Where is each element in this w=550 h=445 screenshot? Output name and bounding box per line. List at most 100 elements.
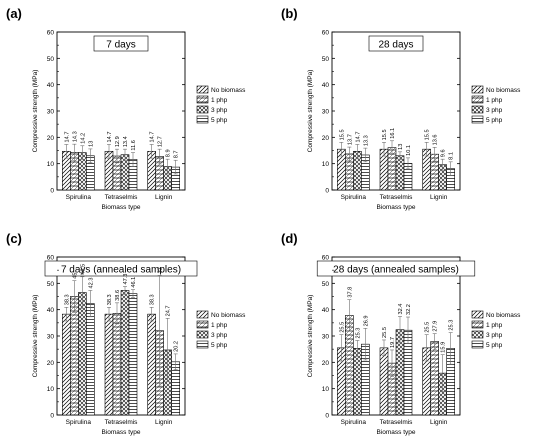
bar: [112, 313, 122, 416]
y-tick-label: 30: [47, 334, 55, 341]
data-label: 10.1: [406, 145, 412, 156]
data-label: 20.2: [174, 341, 180, 352]
legend-entry: 1 php: [211, 322, 228, 329]
bar: [353, 348, 362, 416]
data-label: 25.3: [449, 320, 455, 331]
chart-title: 28 days: [378, 40, 413, 51]
x-tick-label: Tetraselmis: [105, 194, 139, 201]
data-label: 15.9: [441, 342, 447, 353]
y-tick-label: 50: [322, 281, 330, 288]
data-label: 13.7: [347, 134, 353, 145]
chart-title: 7 days (annealed samples): [61, 265, 181, 276]
y-tick-label: 60: [322, 30, 330, 37]
x-tick-label: Lignin: [430, 419, 448, 426]
x-axis-label: Biomass type: [376, 429, 415, 436]
y-tick-label: 30: [322, 334, 330, 341]
chart-panel-1: (b) 28 days 0 10 20 30 40 50 60 Compressive stren…: [281, 6, 521, 211]
data-label: 14.2: [80, 133, 86, 144]
x-axis-label: Biomass type: [101, 204, 140, 211]
data-label: 37.8: [347, 287, 353, 298]
y-tick-label: 60: [47, 255, 55, 262]
legend-entry: No biomass: [486, 312, 521, 319]
data-label: 32.2: [406, 304, 412, 315]
data-label: 25.5: [339, 322, 345, 333]
legend-entry: 3 php: [486, 332, 503, 339]
legend-entry: 5 php: [211, 117, 228, 124]
data-label: 24.7: [166, 305, 172, 316]
data-label: 14.7: [64, 132, 70, 143]
data-label: 13.4: [123, 136, 129, 147]
legend-entry: No biomass: [486, 87, 521, 94]
x-tick-label: Spirulina: [341, 194, 367, 201]
data-label: 16.1: [390, 128, 396, 139]
data-label: 38.6: [115, 290, 121, 301]
data-label: 12.7: [158, 136, 164, 147]
data-label: 13: [398, 144, 404, 150]
chart-panel-0: (a) 7 days 0 10 20 30 40 50 60 Compressive streng…: [6, 6, 246, 211]
y-tick-label: 0: [325, 413, 329, 420]
data-label: 15.5: [382, 129, 388, 140]
x-tick-label: Tetraselmis: [380, 419, 414, 426]
x-axis-label: Biomass type: [376, 204, 415, 211]
panel-label: (d): [281, 231, 298, 246]
y-tick-label: 30: [47, 109, 55, 116]
y-tick-label: 40: [47, 82, 55, 89]
y-tick-label: 10: [47, 386, 55, 393]
data-label: 38.3: [64, 294, 70, 305]
y-tick-label: 60: [322, 255, 330, 262]
x-tick-label: Spirulina: [66, 194, 92, 201]
data-label: 42.3: [88, 278, 94, 289]
bar: [395, 155, 405, 191]
data-label: 32: [158, 267, 164, 273]
data-label: 14.7: [355, 132, 361, 143]
title-box: [44, 260, 198, 277]
legend-swatch: [196, 340, 209, 349]
x-tick-label: Spirulina: [66, 419, 92, 426]
x-tick-label: Spirulina: [341, 419, 367, 426]
chart-title: 7 days: [106, 40, 135, 51]
data-label: 14.3: [72, 131, 78, 142]
chart-title: 28 days (annealed samples): [333, 265, 459, 276]
y-axis-label: Compressive strength (MPa): [307, 295, 314, 378]
x-tick-label: Tetraselmis: [105, 419, 139, 426]
x-tick-label: Lignin: [155, 419, 173, 426]
y-tick-label: 50: [47, 281, 55, 288]
y-tick-label: 50: [322, 56, 330, 63]
legend-swatch: [471, 95, 484, 104]
x-tick-label: Lignin: [430, 194, 448, 201]
data-label: 47.3: [123, 274, 129, 285]
legend-swatch: [196, 330, 209, 339]
y-tick-label: 10: [47, 161, 55, 168]
y-tick-label: 50: [47, 56, 55, 63]
y-tick-label: 20: [47, 135, 55, 142]
legend-entry: 5 php: [486, 117, 503, 124]
y-tick-label: 20: [322, 360, 330, 367]
bar: [104, 313, 114, 416]
data-label: 15.5: [425, 129, 431, 140]
y-tick-label: 10: [322, 386, 330, 393]
data-label: 25.3: [355, 328, 361, 339]
data-label: 15.5: [339, 129, 345, 140]
data-label: 11.6: [131, 140, 137, 150]
legend-swatch: [471, 340, 484, 349]
legend-swatch: [196, 105, 209, 114]
legend-swatch: [471, 115, 484, 124]
panel-label: (c): [6, 231, 22, 246]
legend-entry: No biomass: [211, 87, 246, 94]
legend-entry: No biomass: [211, 312, 246, 319]
data-label: 13.6: [433, 134, 439, 145]
legend-entry: 3 php: [211, 107, 228, 114]
y-tick-label: 20: [322, 135, 330, 142]
bar: [86, 303, 95, 416]
y-tick-label: 10: [322, 161, 330, 168]
y-axis-label: Compressive strength (MPa): [32, 70, 39, 153]
title-box: [93, 35, 149, 52]
y-tick-label: 40: [322, 307, 330, 314]
legend-entry: 3 php: [211, 332, 228, 339]
legend-entry: 1 php: [486, 97, 503, 104]
legend-entry: 1 php: [211, 97, 228, 104]
data-label: 38.3: [107, 294, 113, 305]
x-axis-label: Biomass type: [101, 429, 140, 436]
